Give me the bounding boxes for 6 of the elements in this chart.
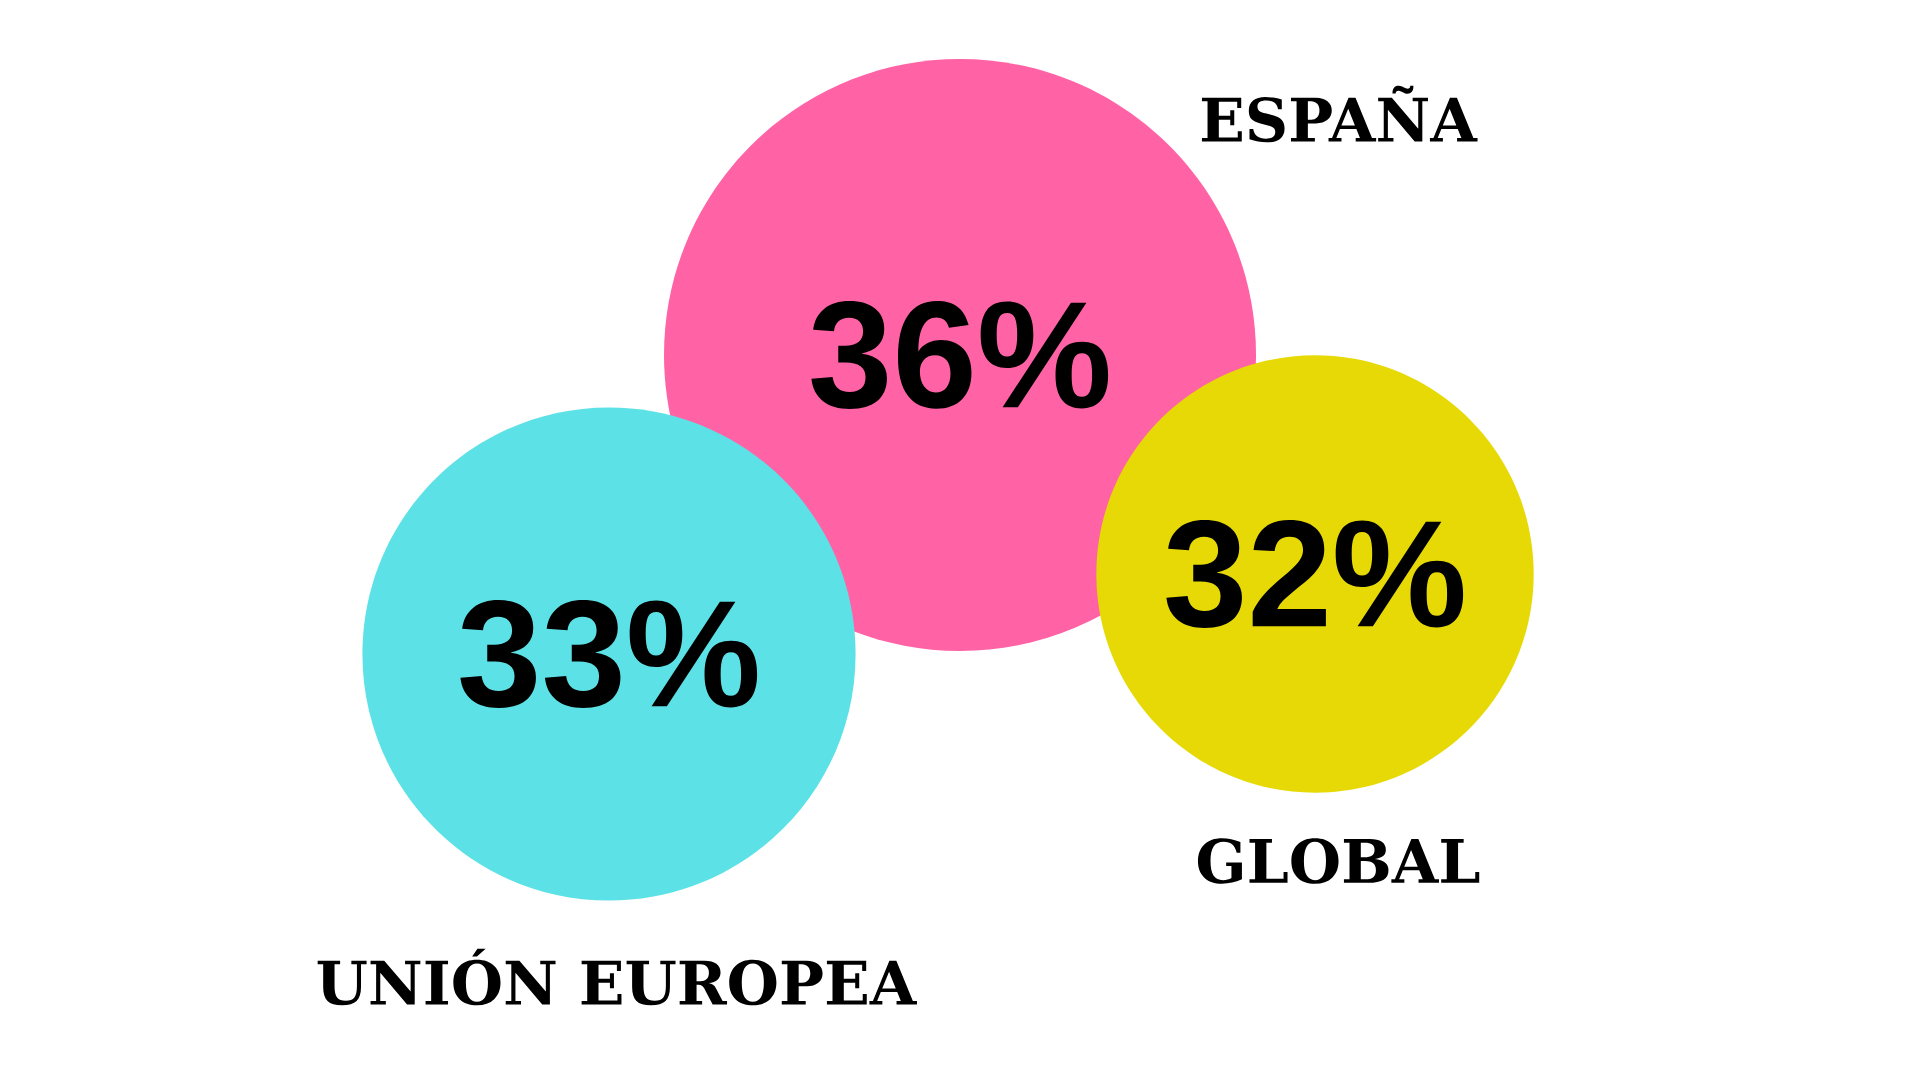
category-label: GLOBAL xyxy=(1197,838,1480,884)
category-label: UNIÓN EUROPEA xyxy=(317,948,917,1006)
category-label: ESPAÑA xyxy=(1201,85,1478,143)
data-label: 36% xyxy=(811,301,1109,409)
data-label: 33% xyxy=(460,600,758,708)
data-label: 32% xyxy=(1166,520,1464,628)
